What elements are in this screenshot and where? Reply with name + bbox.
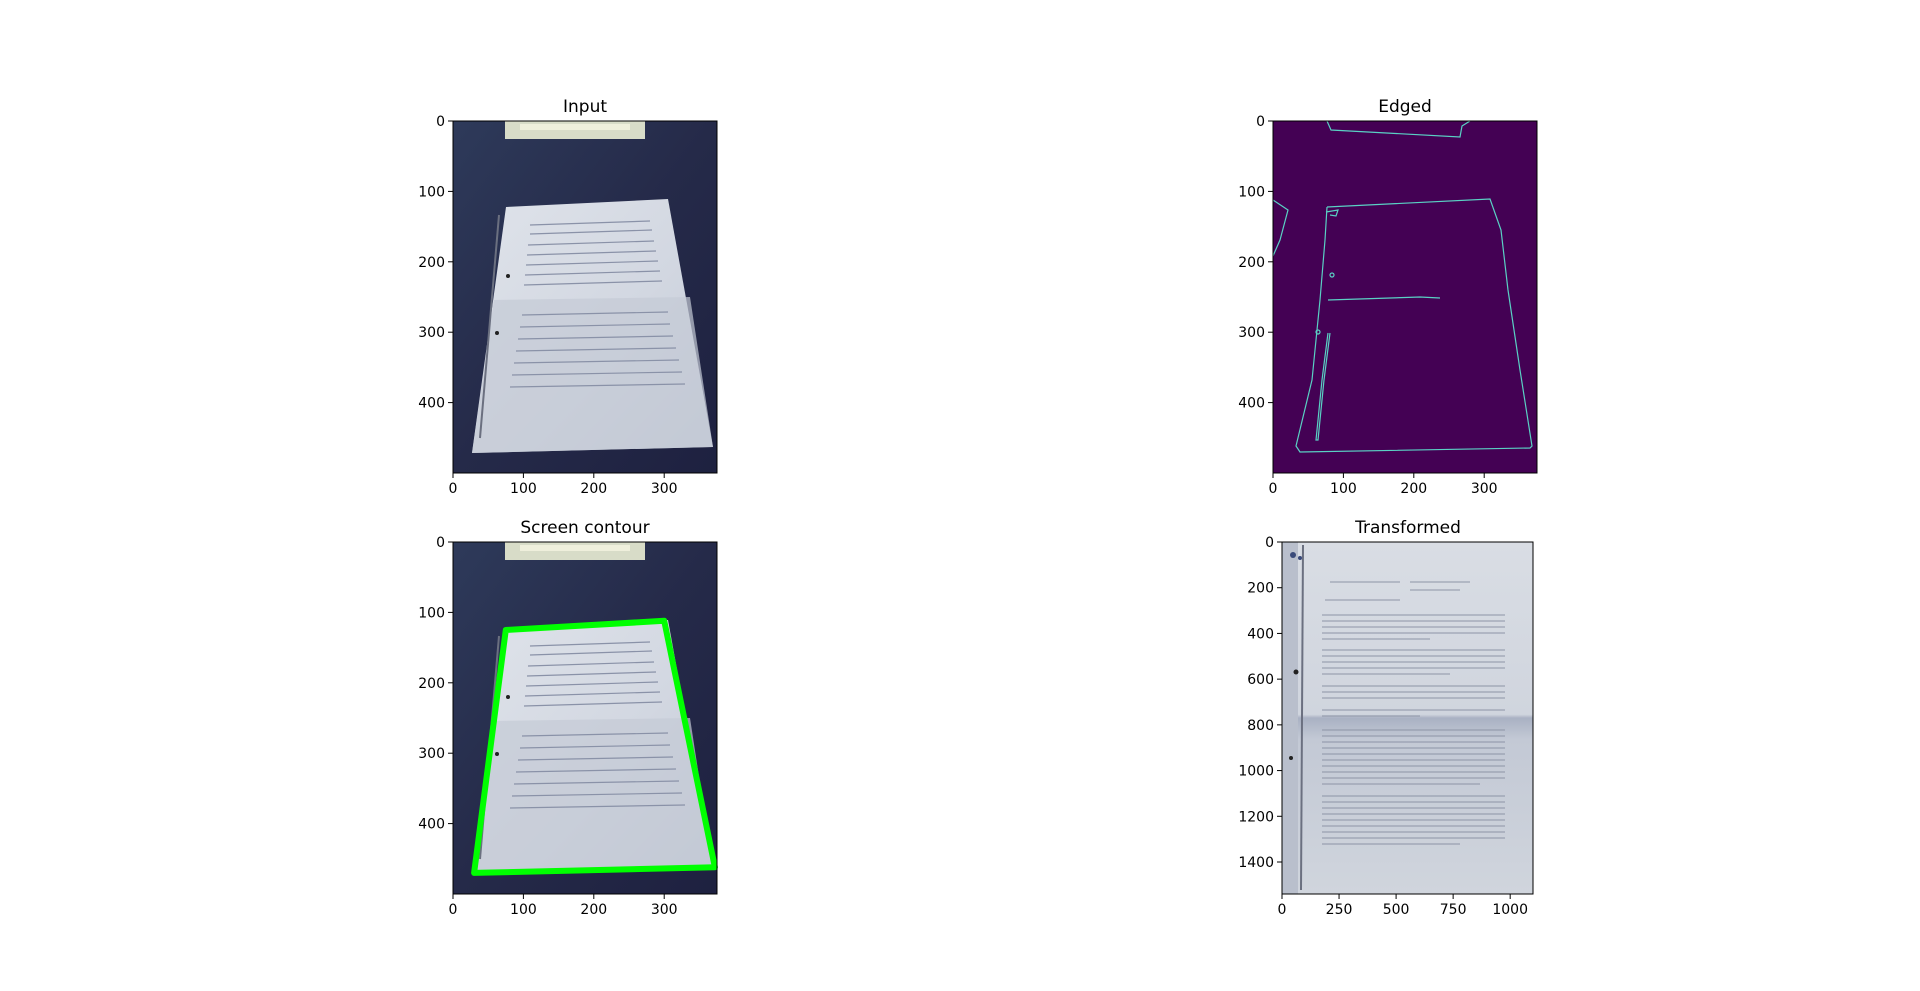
y-tick-label: 200 [418, 255, 445, 271]
subplot-input: Input [418, 97, 718, 497]
x-ticks-edged: 0 100 200 300 [1269, 473, 1498, 497]
y-ticks-edged: 0 100 200 300 400 [1238, 114, 1273, 412]
subplot-title-transformed: Transformed [1354, 518, 1461, 538]
y-tick-label: 0 [1265, 535, 1274, 551]
x-tick-label: 100 [510, 481, 537, 497]
x-tick-label: 200 [1400, 481, 1427, 497]
y-tick-label: 100 [418, 184, 445, 200]
x-tick-label: 250 [1326, 902, 1353, 918]
subplot-title-screen-contour: Screen contour [520, 518, 649, 538]
x-ticks-transformed: 0 250 500 750 1000 [1278, 894, 1528, 918]
y-tick-label: 0 [436, 535, 445, 551]
text-lines-screen-contour [509, 641, 686, 809]
x-tick-label: 200 [580, 481, 607, 497]
text-lines-transformed [1322, 581, 1505, 845]
y-tick-label: 400 [1238, 396, 1265, 412]
x-tick-label: 0 [1269, 481, 1278, 497]
x-ticks-screen-contour: 0 100 200 300 [449, 894, 678, 918]
y-tick-label: 400 [418, 817, 445, 833]
y-tick-label: 300 [418, 746, 445, 762]
x-tick-label: 1000 [1492, 902, 1528, 918]
x-tick-label: 300 [1471, 481, 1498, 497]
contour-outline [471, 617, 718, 876]
x-tick-label: 750 [1440, 902, 1467, 918]
y-tick-label: 600 [1247, 672, 1274, 688]
y-tick-label: 300 [418, 325, 445, 341]
edge-lines [1272, 120, 1533, 453]
y-tick-label: 300 [1238, 325, 1265, 341]
y-tick-label: 0 [1256, 114, 1265, 130]
text-lines-input [509, 220, 686, 388]
y-tick-label: 400 [418, 396, 445, 412]
y-tick-label: 800 [1247, 718, 1274, 734]
axes-transformed: 0 250 500 750 1000 0 200 400 600 800 1000 1200 1400 [1238, 535, 1534, 918]
x-tick-label: 0 [1278, 902, 1287, 918]
x-ticks-input: 0 100 200 300 [449, 473, 678, 497]
axes-input: 0 100 200 300 0 100 200 300 400 [418, 114, 718, 497]
subplot-transformed: Transformed [1238, 518, 1534, 918]
y-tick-label: 200 [418, 676, 445, 692]
x-tick-label: 0 [449, 481, 458, 497]
y-tick-label: 200 [1247, 581, 1274, 597]
x-tick-label: 300 [651, 481, 678, 497]
y-tick-label: 100 [418, 605, 445, 621]
image-input [453, 121, 717, 473]
x-tick-label: 0 [449, 902, 458, 918]
image-screen-contour [453, 542, 718, 894]
y-tick-label: 400 [1247, 626, 1274, 642]
y-tick-label: 1400 [1238, 855, 1274, 871]
subplot-title-edged: Edged [1378, 97, 1432, 117]
y-tick-label: 1200 [1238, 809, 1274, 825]
x-tick-label: 200 [580, 902, 607, 918]
axes-edged: 0 100 200 300 0 100 200 300 400 [1238, 114, 1538, 497]
y-tick-label: 200 [1238, 255, 1265, 271]
y-tick-label: 100 [1238, 184, 1265, 200]
subplot-screen-contour: Screen contour [418, 518, 718, 918]
y-tick-label: 1000 [1238, 764, 1274, 780]
image-edged [1272, 120, 1537, 473]
x-tick-label: 300 [651, 902, 678, 918]
axes-screen-contour: 0 100 200 300 0 100 200 300 400 [418, 535, 718, 918]
x-tick-label: 100 [510, 902, 537, 918]
y-tick-label: 0 [436, 114, 445, 130]
subplot-title-input: Input [563, 97, 607, 117]
y-ticks-screen-contour: 0 100 200 300 400 [418, 535, 453, 833]
x-tick-label: 500 [1383, 902, 1410, 918]
y-ticks-input: 0 100 200 300 400 [418, 114, 453, 412]
y-ticks-transformed: 0 200 400 600 800 1000 1200 1400 [1238, 535, 1282, 871]
subplot-edged: Edged 0 100 200 300 0 100 200 300 400 [1238, 97, 1538, 497]
x-tick-label: 100 [1330, 481, 1357, 497]
image-transformed [1282, 542, 1533, 894]
